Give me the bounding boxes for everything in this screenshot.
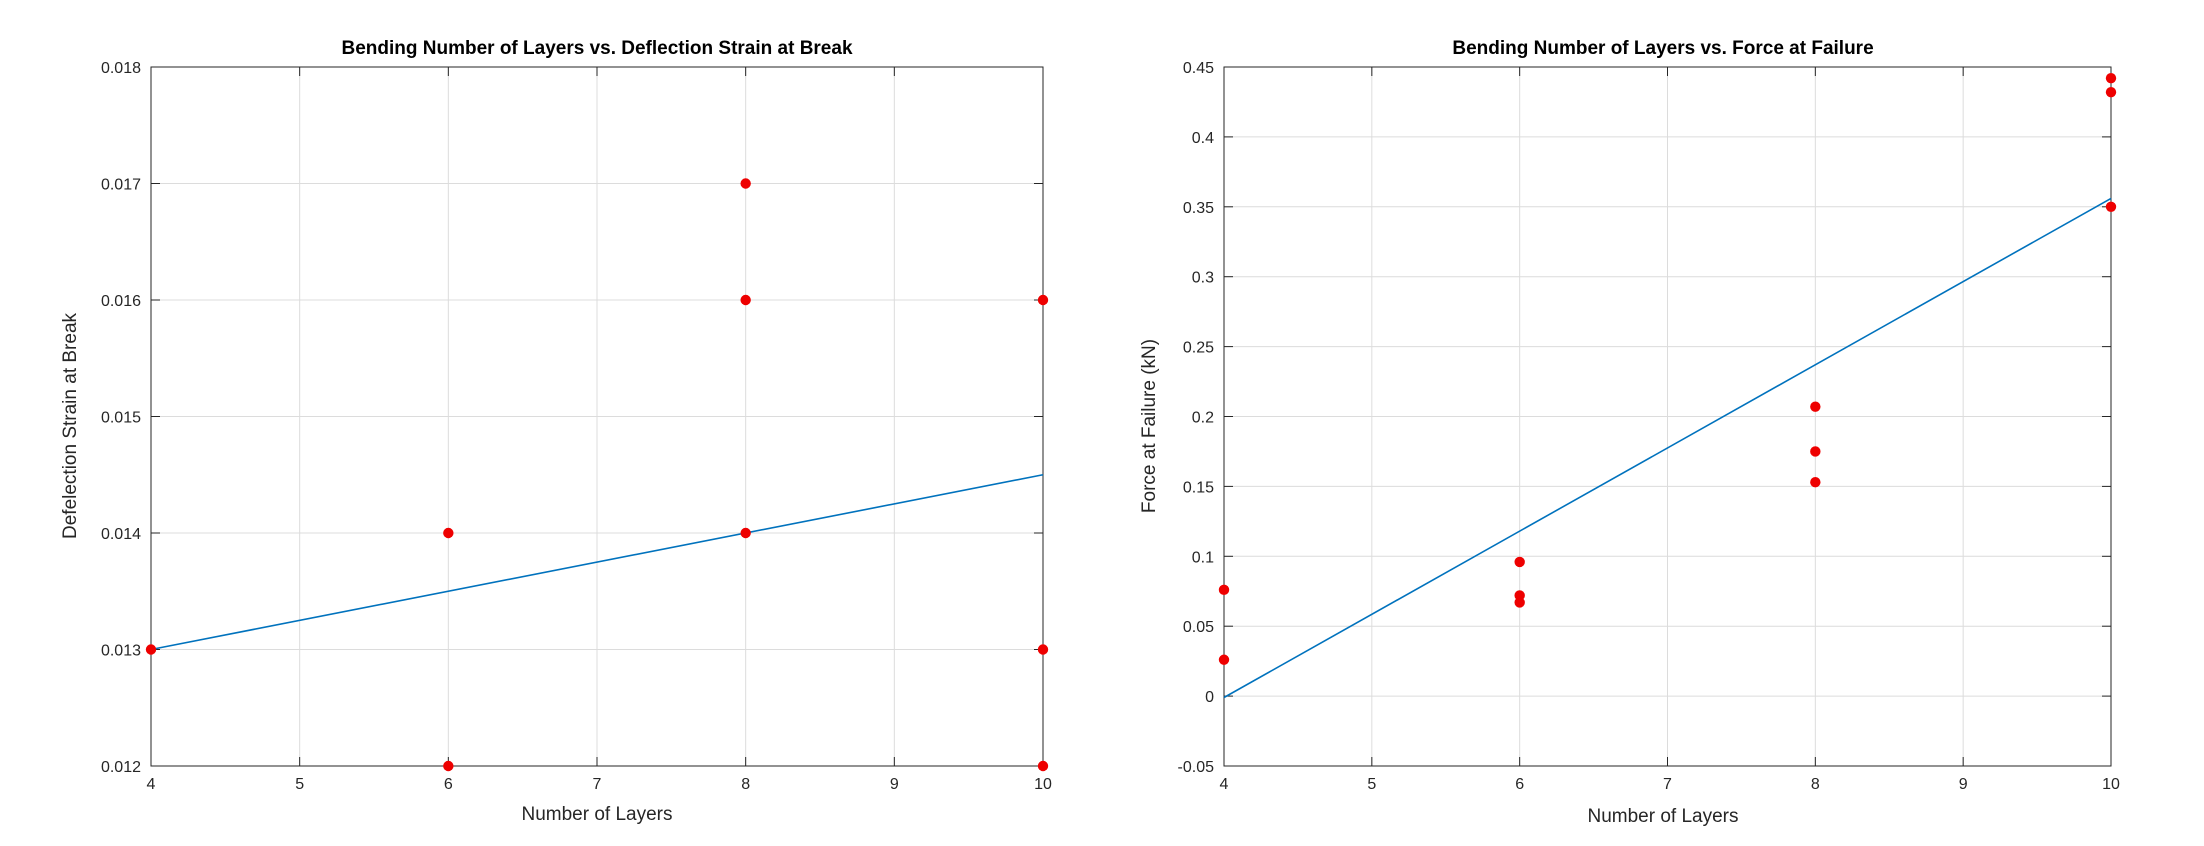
y-tick-label: 0.45 xyxy=(1183,60,1214,77)
grid-lines xyxy=(1223,66,2112,767)
y-tick-label: 0.016 xyxy=(101,293,141,310)
force-chart: Bending Number of Layers vs. Force at Fa… xyxy=(1139,38,2120,827)
y-tick-label: 0.2 xyxy=(1192,410,1214,427)
data-point xyxy=(1037,294,1049,306)
x-axis-label: Number of Layers xyxy=(521,804,672,825)
data-point xyxy=(740,178,751,189)
data-points xyxy=(1218,72,2117,665)
y-tick-label: 0.018 xyxy=(101,60,141,77)
y-tick-label: 0.017 xyxy=(101,177,141,194)
data-point xyxy=(1037,644,1049,655)
data-points xyxy=(145,178,1049,772)
data-point xyxy=(1810,477,1821,488)
data-point xyxy=(2105,86,2117,98)
plot-area-border xyxy=(1223,66,2112,767)
data-point xyxy=(1810,401,1821,412)
y-tick-label: 0.35 xyxy=(1183,200,1214,217)
chart-title: Bending Number of Layers vs. Deflection … xyxy=(341,38,852,59)
x-tick-label: 5 xyxy=(295,776,304,793)
plot-area-border xyxy=(150,66,1044,767)
grid-lines xyxy=(150,66,1044,767)
x-tick-label: 5 xyxy=(1367,776,1376,793)
data-point xyxy=(1037,760,1049,772)
y-tick-label: 0.25 xyxy=(1183,340,1214,357)
fit-line xyxy=(150,473,1044,651)
x-tick-label: 7 xyxy=(1663,776,1672,793)
tick-labels: 4 5 6 7 8 9 10 -0.05 0 0.05 0.1 0.15 0.2 0.25 0.3 0.35 0… xyxy=(1178,60,2120,793)
data-point xyxy=(1514,597,1525,608)
data-point xyxy=(145,644,157,655)
x-axis-label: Number of Layers xyxy=(1587,806,1738,827)
x-tick-label: 8 xyxy=(741,776,750,793)
y-tick-label: 0.015 xyxy=(101,410,141,427)
x-tick-label: 9 xyxy=(1959,776,1968,793)
chart-title: Bending Number of Layers vs. Force at Fa… xyxy=(1452,38,1873,59)
y-tick-label: 0 xyxy=(1205,689,1214,706)
y-tick-label: 0.05 xyxy=(1183,619,1214,636)
data-point xyxy=(443,527,454,539)
fit-line xyxy=(1223,197,2112,699)
y-tick-label: 0.3 xyxy=(1192,270,1214,287)
x-tick-label: 10 xyxy=(1034,776,1052,793)
y-axis-label: Defelection Strain at Break xyxy=(60,313,81,540)
x-tick-label: 8 xyxy=(1811,776,1820,793)
x-tick-label: 10 xyxy=(2102,776,2120,793)
x-tick-label: 4 xyxy=(1220,776,1229,793)
x-tick-label: 9 xyxy=(890,776,899,793)
y-tick-label: 0.4 xyxy=(1192,130,1214,147)
data-point xyxy=(2105,72,2117,84)
data-point xyxy=(443,760,454,772)
x-tick-label: 4 xyxy=(147,776,156,793)
y-tick-label: 0.012 xyxy=(101,759,141,776)
y-tick-label: 0.15 xyxy=(1183,479,1214,496)
data-point xyxy=(740,294,751,306)
x-tick-label: 6 xyxy=(1515,776,1524,793)
y-tick-label: 0.013 xyxy=(101,643,141,660)
y-tick-label: 0.014 xyxy=(101,526,141,543)
data-point xyxy=(740,527,751,539)
data-point xyxy=(1514,556,1525,568)
y-tick-label: -0.05 xyxy=(1178,759,1215,776)
x-tick-label: 6 xyxy=(444,776,453,793)
data-point xyxy=(2105,201,2117,212)
strain-chart: Bending Number of Layers vs. Deflection … xyxy=(60,38,1052,825)
x-tick-label: 7 xyxy=(593,776,602,793)
y-axis-label: Force at Failure (kN) xyxy=(1139,339,1160,513)
data-point xyxy=(1218,654,1230,665)
y-tick-label: 0.1 xyxy=(1192,549,1214,566)
tick-labels: 4 5 6 7 8 9 10 0.012 0.013 0.014 0.015 0.016 0.017 0.… xyxy=(101,60,1052,793)
data-point xyxy=(1810,446,1821,457)
data-point xyxy=(1218,584,1230,596)
